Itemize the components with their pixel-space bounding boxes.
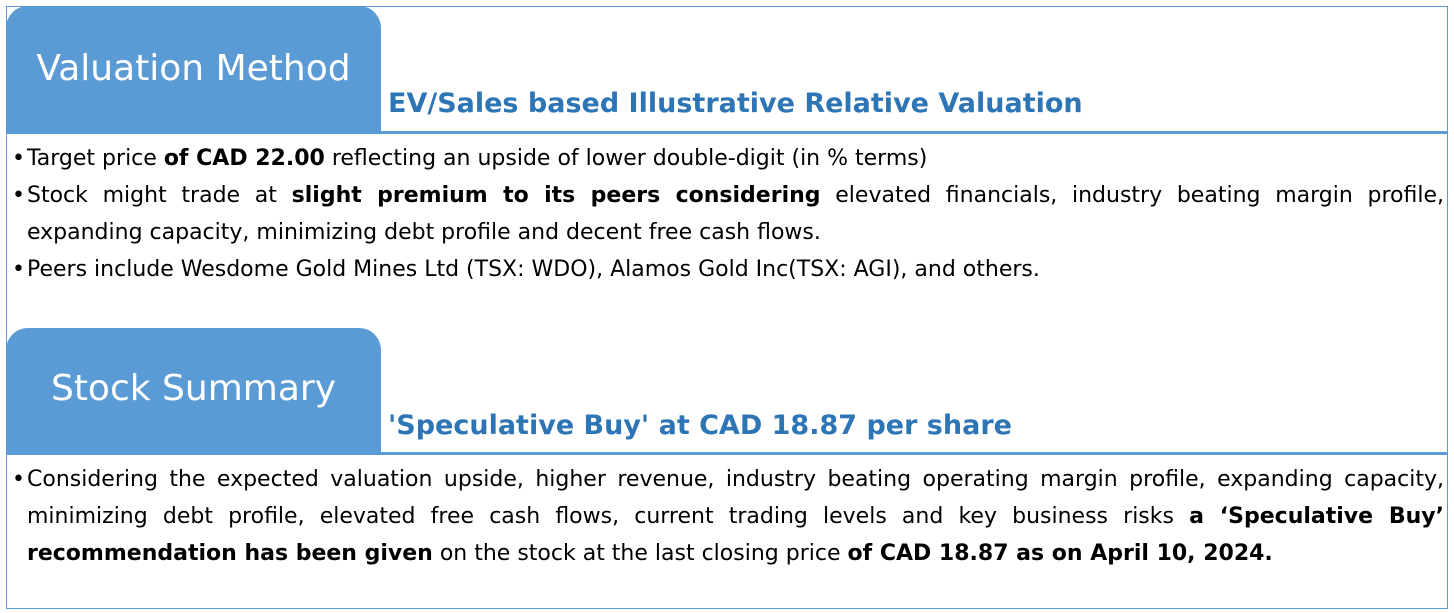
summary-divider [6,452,1448,455]
bullet-bold-text: a ‘Speculative Buy’ recommendation has b… [27,504,1444,566]
bullet-text: reflecting an upside of lower double-dig… [324,146,928,171]
valuation-divider [6,131,1448,134]
bullet-bold-text: slight premium to its peers considering [291,183,821,208]
summary-heading: 'Speculative Buy' at CAD 18.87 per share [388,410,1012,441]
valuation-heading: EV/Sales based Illustrative Relative Val… [388,88,1083,119]
valuation-bullet-target-price: Target price of CAD 22.00 reflecting an … [12,140,1444,177]
valuation-bullet-premium: Stock might trade at slight premium to i… [12,177,1444,251]
valuation-bullet-peers: Peers include Wesdome Gold Mines Ltd (TS… [12,251,1444,288]
summary-bullet-list: Considering the expected valuation upsid… [12,461,1444,572]
stock-summary-tab: Stock Summary [6,328,381,452]
valuation-method-tab: Valuation Method [6,6,381,132]
bullet-bold-text: of CAD 18.87 as on April 10, 2024. [847,541,1273,566]
bullet-text: elevated financials, industry beating ma… [27,183,1445,245]
bullet-text: on the stock at the last closing price [432,541,848,566]
bullet-text: Stock might trade at [27,183,292,208]
bullet-bold-text: of CAD 22.00 [163,146,325,171]
content-frame [6,6,1448,609]
bullet-text: Peers include Wesdome Gold Mines Ltd (TS… [27,257,1040,282]
bullet-text: Target price [27,146,164,171]
bullet-text: Considering the expected valuation upsid… [27,467,1444,529]
summary-bullet-recommendation: Considering the expected valuation upsid… [12,461,1444,572]
valuation-bullet-list: Target price of CAD 22.00 reflecting an … [12,140,1444,288]
